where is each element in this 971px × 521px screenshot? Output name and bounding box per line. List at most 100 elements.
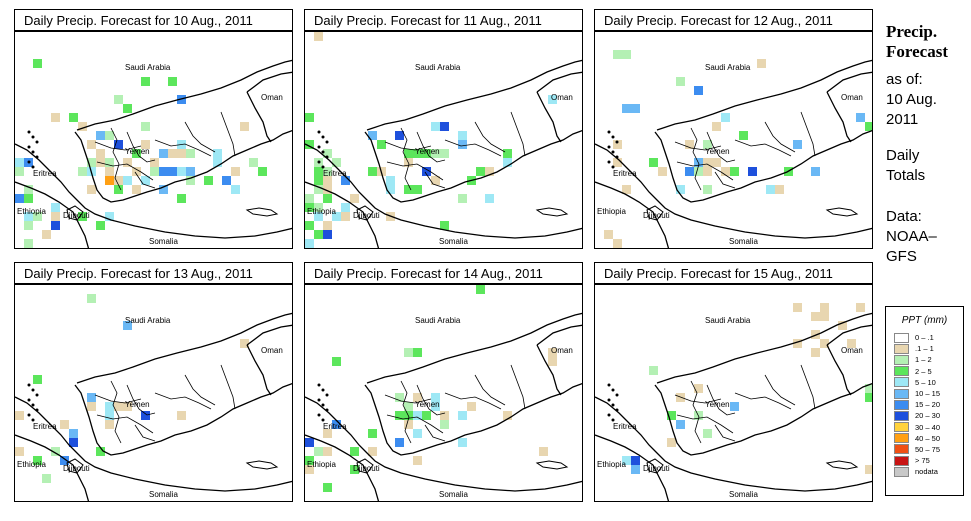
island-dot: [27, 398, 31, 402]
precip-cell: [676, 77, 685, 86]
precip-cell: [323, 149, 332, 158]
precip-cell: [150, 167, 159, 176]
governorate-line: [400, 127, 412, 191]
governorate-line: [800, 111, 816, 157]
precip-cell: [730, 167, 739, 176]
asof-date-line1: 10 Aug.: [886, 91, 937, 108]
island-dot: [321, 418, 325, 422]
legend-item: nodata: [886, 466, 963, 477]
country-label-yemen: Yemen: [415, 147, 440, 156]
island-dot: [31, 165, 35, 169]
precip-cell: [613, 239, 622, 248]
governorate-line: [386, 161, 444, 181]
island-outline: [356, 458, 374, 474]
governorate-line: [764, 374, 796, 406]
precip-cell: [604, 230, 613, 239]
island-dot: [31, 403, 35, 407]
precip-cell: [105, 158, 114, 167]
governorate-line: [400, 380, 412, 444]
precip-cell: [168, 77, 177, 86]
boundary-line: [826, 91, 852, 143]
precip-cell: [51, 447, 60, 456]
governorate-line: [110, 380, 122, 444]
boundary-line: [366, 59, 582, 131]
governorate-line: [126, 384, 156, 416]
precip-cell: [368, 447, 377, 456]
totals-block: Daily Totals: [886, 146, 925, 186]
island-dot: [317, 130, 321, 134]
precip-cell: [87, 185, 96, 194]
governorate-line: [690, 127, 702, 191]
precip-cell: [712, 158, 721, 167]
boundary-line: [364, 383, 582, 456]
legend-item: 15 – 20: [886, 399, 963, 410]
precip-cell: [323, 176, 332, 185]
island-dot: [27, 383, 31, 387]
precip-cell: [865, 393, 872, 402]
precip-cell: [856, 303, 865, 312]
island-dot: [27, 130, 31, 134]
precip-cell: [622, 50, 631, 59]
precip-cell: [613, 158, 622, 167]
precip-cell: [96, 221, 105, 230]
source-line3: GFS: [886, 248, 917, 265]
precip-cell: [404, 420, 413, 429]
island-dot: [611, 388, 615, 392]
precip-cell: [177, 167, 186, 176]
governorate-line: [134, 424, 156, 442]
precip-cell: [204, 176, 213, 185]
precip-cell: [314, 203, 323, 212]
precip-cell: [667, 438, 676, 447]
precip-cell: [240, 122, 249, 131]
precip-cell: [305, 239, 314, 248]
island-dot: [321, 150, 325, 154]
source-line1: Data:: [886, 208, 922, 225]
boundary-line: [536, 344, 562, 396]
precip-cell: [350, 447, 359, 456]
asof-block: as of: 10 Aug. 2011: [886, 70, 937, 130]
country-label-yemen: Yemen: [415, 400, 440, 409]
country-label-yemen: Yemen: [705, 147, 730, 156]
country-label-eritrea: Eritrea: [33, 422, 57, 431]
precip-cell: [141, 140, 150, 149]
precip-cell: [395, 393, 404, 402]
precip-cell: [24, 239, 33, 248]
precip-cell: [539, 447, 548, 456]
boundary-line: [246, 91, 272, 143]
governorate-line: [424, 424, 446, 442]
governorate-line: [714, 424, 736, 442]
precip-cell: [105, 402, 114, 411]
precip-cell: [305, 221, 314, 230]
precip-cell: [413, 456, 422, 465]
precip-cell: [332, 158, 341, 167]
boundary-line: [595, 181, 670, 248]
country-label-eritrea: Eritrea: [323, 169, 347, 178]
precip-cell: [42, 230, 51, 239]
precip-cell: [793, 339, 802, 348]
boundary-line: [595, 434, 670, 501]
legend-label: 2 – 5: [915, 366, 932, 376]
precip-cell: [204, 248, 213, 249]
precip-cell: [213, 149, 222, 158]
precip-cell: [15, 167, 24, 176]
boundary-line: [15, 181, 90, 248]
boundary-line: [364, 130, 582, 203]
island-dot: [611, 418, 615, 422]
legend-title: PPT (mm): [901, 315, 948, 326]
precip-cells: [15, 294, 249, 483]
precip-cell: [123, 158, 132, 167]
legend-swatch: [894, 410, 909, 421]
precip-cell: [485, 194, 494, 203]
governorate-line: [714, 171, 736, 189]
legend-label: 15 – 20: [915, 400, 941, 410]
precip-cell: [42, 248, 51, 249]
precip-cell: [114, 185, 123, 194]
governorate-line: [416, 131, 446, 163]
country-label-somalia: Somalia: [149, 237, 178, 246]
island-outline: [825, 460, 859, 470]
legend-swatch: [894, 388, 909, 399]
precip-cell: [440, 149, 449, 158]
precip-cell: [222, 176, 231, 185]
precip-cell: [314, 230, 323, 239]
island-dot: [607, 160, 611, 164]
